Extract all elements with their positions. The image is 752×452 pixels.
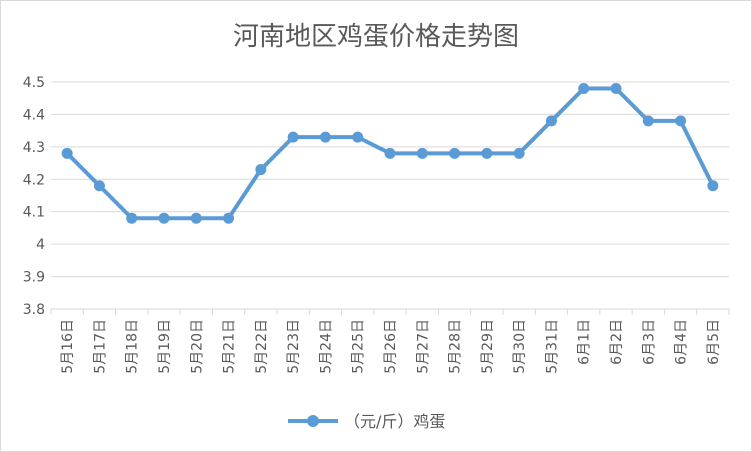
data-point [352,131,364,143]
data-point [578,82,590,94]
x-tick-label: 5月28日 [448,319,464,374]
data-point [319,131,331,143]
data-point [675,115,687,127]
data-point [126,212,138,224]
x-tick-label: 5月18日 [125,319,141,374]
x-tick-label: 5月29日 [480,319,496,374]
data-point [190,212,202,224]
data-point [481,147,493,159]
legend-marker [307,415,319,427]
x-tick-label: 5月31日 [544,319,560,374]
legend-label: （元/斤）鸡蛋 [344,412,445,431]
data-point [384,147,396,159]
y-tick-label: 4.3 [23,140,45,156]
x-tick-label: 6月4日 [674,319,690,365]
y-axis: 3.8 3.9 4 4.1 4.2 4.3 4.4 4.5 [23,75,45,318]
data-point [223,212,235,224]
data-point [61,147,73,159]
y-tick-label: 4.2 [23,172,45,188]
x-tick-label: 6月5日 [706,319,722,365]
data-point [707,180,719,192]
x-tick-label: 5月19日 [157,319,173,374]
data-point [513,147,525,159]
data-point [545,115,557,127]
y-tick-label: 4.4 [23,107,45,123]
data-point [255,164,267,176]
y-tick-label: 4.1 [23,205,45,221]
data-point [93,180,105,192]
x-tick-label: 5月17日 [92,319,108,374]
data-point [610,82,622,94]
x-axis: 5月16日 5月17日 5月18日 5月19日 5月20日 5月21日 5月22日 5月23日… [50,309,730,374]
legend: （元/斤）鸡蛋 [288,412,445,431]
data-point [416,147,428,159]
y-tick-label: 3.8 [23,302,45,318]
x-tick-label: 5月27日 [415,319,431,374]
data-point [449,147,461,159]
y-tick-label: 3.9 [23,270,45,286]
y-tick-label: 4 [36,237,45,253]
x-tick-label: 5月24日 [318,319,334,374]
data-point [287,131,299,143]
x-tick-label: 6月3日 [641,319,657,365]
x-tick-label: 5月16日 [60,319,76,374]
x-tick-label: 5月20日 [189,319,205,374]
x-tick-label: 5月21日 [222,319,238,374]
data-point [642,115,654,127]
x-tick-label: 5月30日 [512,319,528,374]
x-tick-label: 5月23日 [286,319,302,374]
x-tick-label: 5月22日 [254,319,270,374]
y-tick-label: 4.5 [23,75,45,91]
x-tick-label: 6月2日 [609,319,625,365]
data-point [158,212,170,224]
series [61,82,719,224]
x-tick-label: 5月26日 [383,319,399,374]
gridlines [51,81,729,310]
x-tick-label: 5月25日 [351,319,367,374]
x-tick-label: 6月1日 [577,319,593,365]
chart-title: 河南地区鸡蛋价格走势图 [233,22,519,52]
